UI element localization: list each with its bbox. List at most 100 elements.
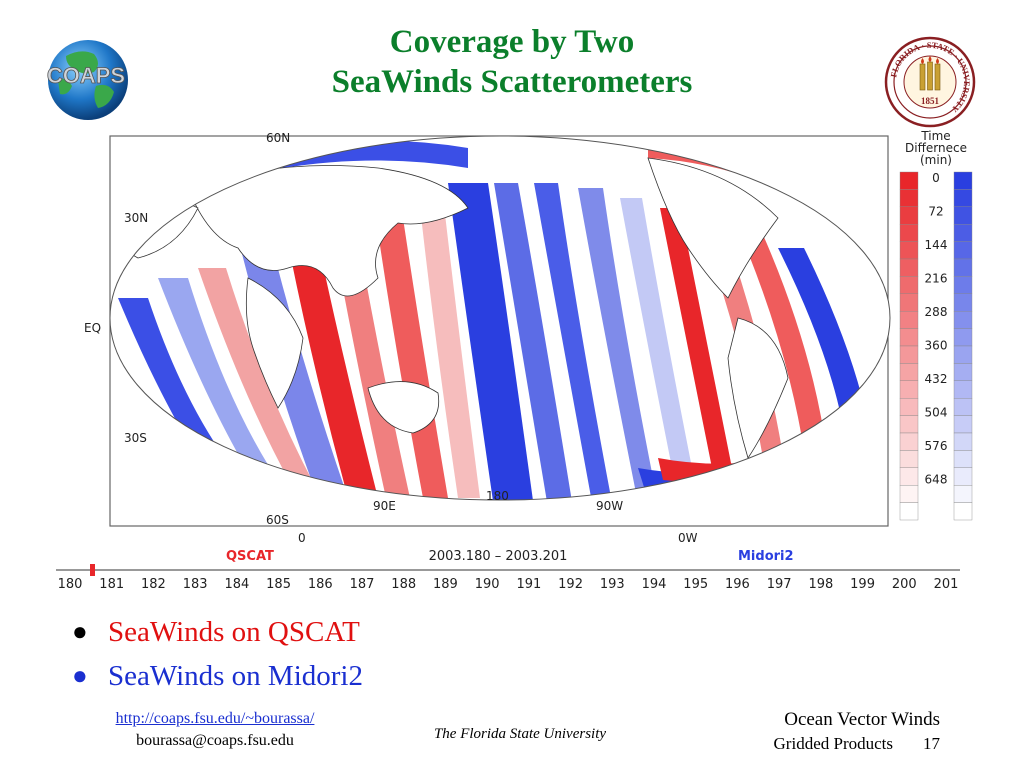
footer-url-link[interactable]: http://coaps.fsu.edu/~bourassa/ — [115, 710, 315, 727]
lon-label-0w: 0W — [678, 531, 698, 545]
legend-swatch-midori2 — [953, 485, 973, 503]
legend-swatch-qscat — [899, 363, 919, 381]
bullet-qscat: ● SeaWinds on QSCAT — [72, 610, 672, 654]
legend-swatch-qscat — [899, 171, 919, 190]
legend-swatch-midori2 — [953, 206, 973, 225]
legend-swatch-qscat — [899, 310, 919, 329]
legend-swatch-midori2 — [953, 171, 973, 190]
timeline-day-label: 197 — [767, 577, 792, 592]
footer-contact: http://coaps.fsu.edu/~bourassa/ bourassa… — [70, 708, 360, 752]
timeline-day-label: 182 — [141, 577, 166, 592]
legend-swatch-midori2 — [953, 415, 973, 434]
timeline-day-label: 201 — [934, 577, 959, 592]
coaps-logo: COAPS — [46, 40, 128, 120]
timeline-day-label: 198 — [808, 577, 833, 592]
legend-swatch-midori2 — [953, 432, 973, 451]
timeline-day-label: 193 — [600, 577, 625, 592]
legend-swatch-qscat — [899, 450, 919, 468]
date-range-label: 2003.180 – 2003.201 — [429, 549, 568, 564]
page-number: 17 — [923, 734, 940, 753]
legend-swatch-qscat — [899, 398, 919, 416]
bullet-marker: ● — [72, 617, 88, 646]
legend-swatch-qscat — [899, 432, 919, 451]
timeline-day-label: 192 — [558, 577, 583, 592]
lat-label-30n: 30N — [124, 211, 148, 225]
lat-label-eq: EQ — [84, 321, 101, 335]
legend-swatch-midori2 — [953, 345, 973, 364]
legend-swatch-midori2 — [953, 276, 973, 294]
legend-value-label: 432 — [925, 372, 948, 386]
footer-right-title: Ocean Vector Winds — [784, 709, 940, 730]
title-line-2: SeaWinds Scatterometers — [331, 64, 693, 100]
lat-label-60s: 60S — [266, 513, 289, 527]
legend-value-label: 72 — [928, 205, 943, 219]
timeline-day-label: 196 — [725, 577, 750, 592]
legend-swatch-midori2 — [953, 310, 973, 329]
legend-swatch-qscat — [899, 241, 919, 260]
legend-swatch-qscat — [899, 258, 919, 277]
timeline-day-label: 199 — [850, 577, 875, 592]
legend-swatch-midori2 — [953, 241, 973, 260]
lat-label-30s: 30S — [124, 431, 147, 445]
timeline-marker — [90, 564, 95, 576]
legend-value-label: 288 — [925, 305, 948, 319]
timeline-day-label: 191 — [516, 577, 541, 592]
legend-color-bars — [899, 171, 973, 521]
legend-value-label: 576 — [925, 439, 948, 453]
bullet-midori2: ● SeaWinds on Midori2 — [72, 654, 672, 698]
footer-right: Ocean Vector Winds Gridded Products 17 — [700, 708, 940, 756]
timeline-day-label: 187 — [350, 577, 375, 592]
timeline-day-label: 185 — [266, 577, 291, 592]
legend-swatch-qscat — [899, 415, 919, 434]
lon-label-90e: 90E — [373, 499, 396, 513]
legend-swatch-qscat — [899, 345, 919, 364]
torch-icon — [919, 56, 941, 91]
slide-title: Coverage by Two SeaWinds Scatterometers — [200, 22, 824, 102]
footer-email: bourassa@coaps.fsu.edu — [136, 732, 294, 749]
legend-swatch-midori2 — [953, 293, 973, 312]
legend-swatch-qscat — [899, 485, 919, 503]
legend-value-label: 216 — [925, 272, 948, 286]
legend-title-line-1: Time — [920, 129, 950, 143]
timeline-day-label: 188 — [391, 577, 416, 592]
lon-label-90w: 90W — [596, 499, 623, 513]
legend-swatch-midori2 — [953, 502, 973, 521]
legend-swatch-qscat — [899, 276, 919, 294]
legend-swatch-qscat — [899, 467, 919, 486]
legend-swatch-midori2 — [953, 380, 973, 399]
legend-title-line-3: (min) — [920, 153, 952, 167]
swath-map — [110, 136, 890, 500]
legend-value-label: 648 — [925, 473, 948, 487]
legend-swatch-qscat — [899, 206, 919, 225]
legend-value-label: 144 — [925, 238, 948, 252]
seal-year: 1851 — [921, 96, 940, 106]
timeline-day-label: 194 — [642, 577, 667, 592]
bullet-list: ● SeaWinds on QSCAT ● SeaWinds on Midori… — [72, 610, 672, 698]
bullet-text-midori2: SeaWinds on Midori2 — [108, 659, 363, 692]
legend-swatch-midori2 — [953, 189, 973, 208]
legend-swatch-midori2 — [953, 258, 973, 277]
legend-value-label: 360 — [925, 339, 948, 353]
legend-swatch-midori2 — [953, 363, 973, 381]
timeline-day-label: 186 — [308, 577, 333, 592]
legend-value-label: 0 — [932, 171, 940, 185]
timeline-day-label: 195 — [683, 577, 708, 592]
legend-swatch-midori2 — [953, 328, 973, 347]
timeline-day-label: 181 — [99, 577, 124, 592]
timeline-day-label: 184 — [224, 577, 249, 592]
lon-label-0: 0 — [298, 531, 306, 545]
fsu-seal: FLORIDA · STATE · UNIVERSITY 1851 — [884, 36, 976, 128]
legend-title-line-2: Differnece — [905, 141, 967, 155]
legend-swatch-qscat — [899, 223, 919, 242]
legend-swatch-midori2 — [953, 467, 973, 486]
timeline-day-label: 200 — [892, 577, 917, 592]
bullet-marker: ● — [72, 661, 88, 690]
coverage-figure: 60N 30N EQ 30S 60S 90E 180 90W 0 0W Time… — [48, 128, 988, 600]
lon-label-180: 180 — [486, 489, 509, 503]
footer-right-subtitle: Gridded Products — [773, 734, 893, 753]
legend-swatch-qscat — [899, 502, 919, 521]
midori2-label: Midori2 — [738, 549, 794, 564]
legend-swatch-qscat — [899, 380, 919, 399]
timeline-day-label: 183 — [183, 577, 208, 592]
legend-swatch-qscat — [899, 328, 919, 347]
